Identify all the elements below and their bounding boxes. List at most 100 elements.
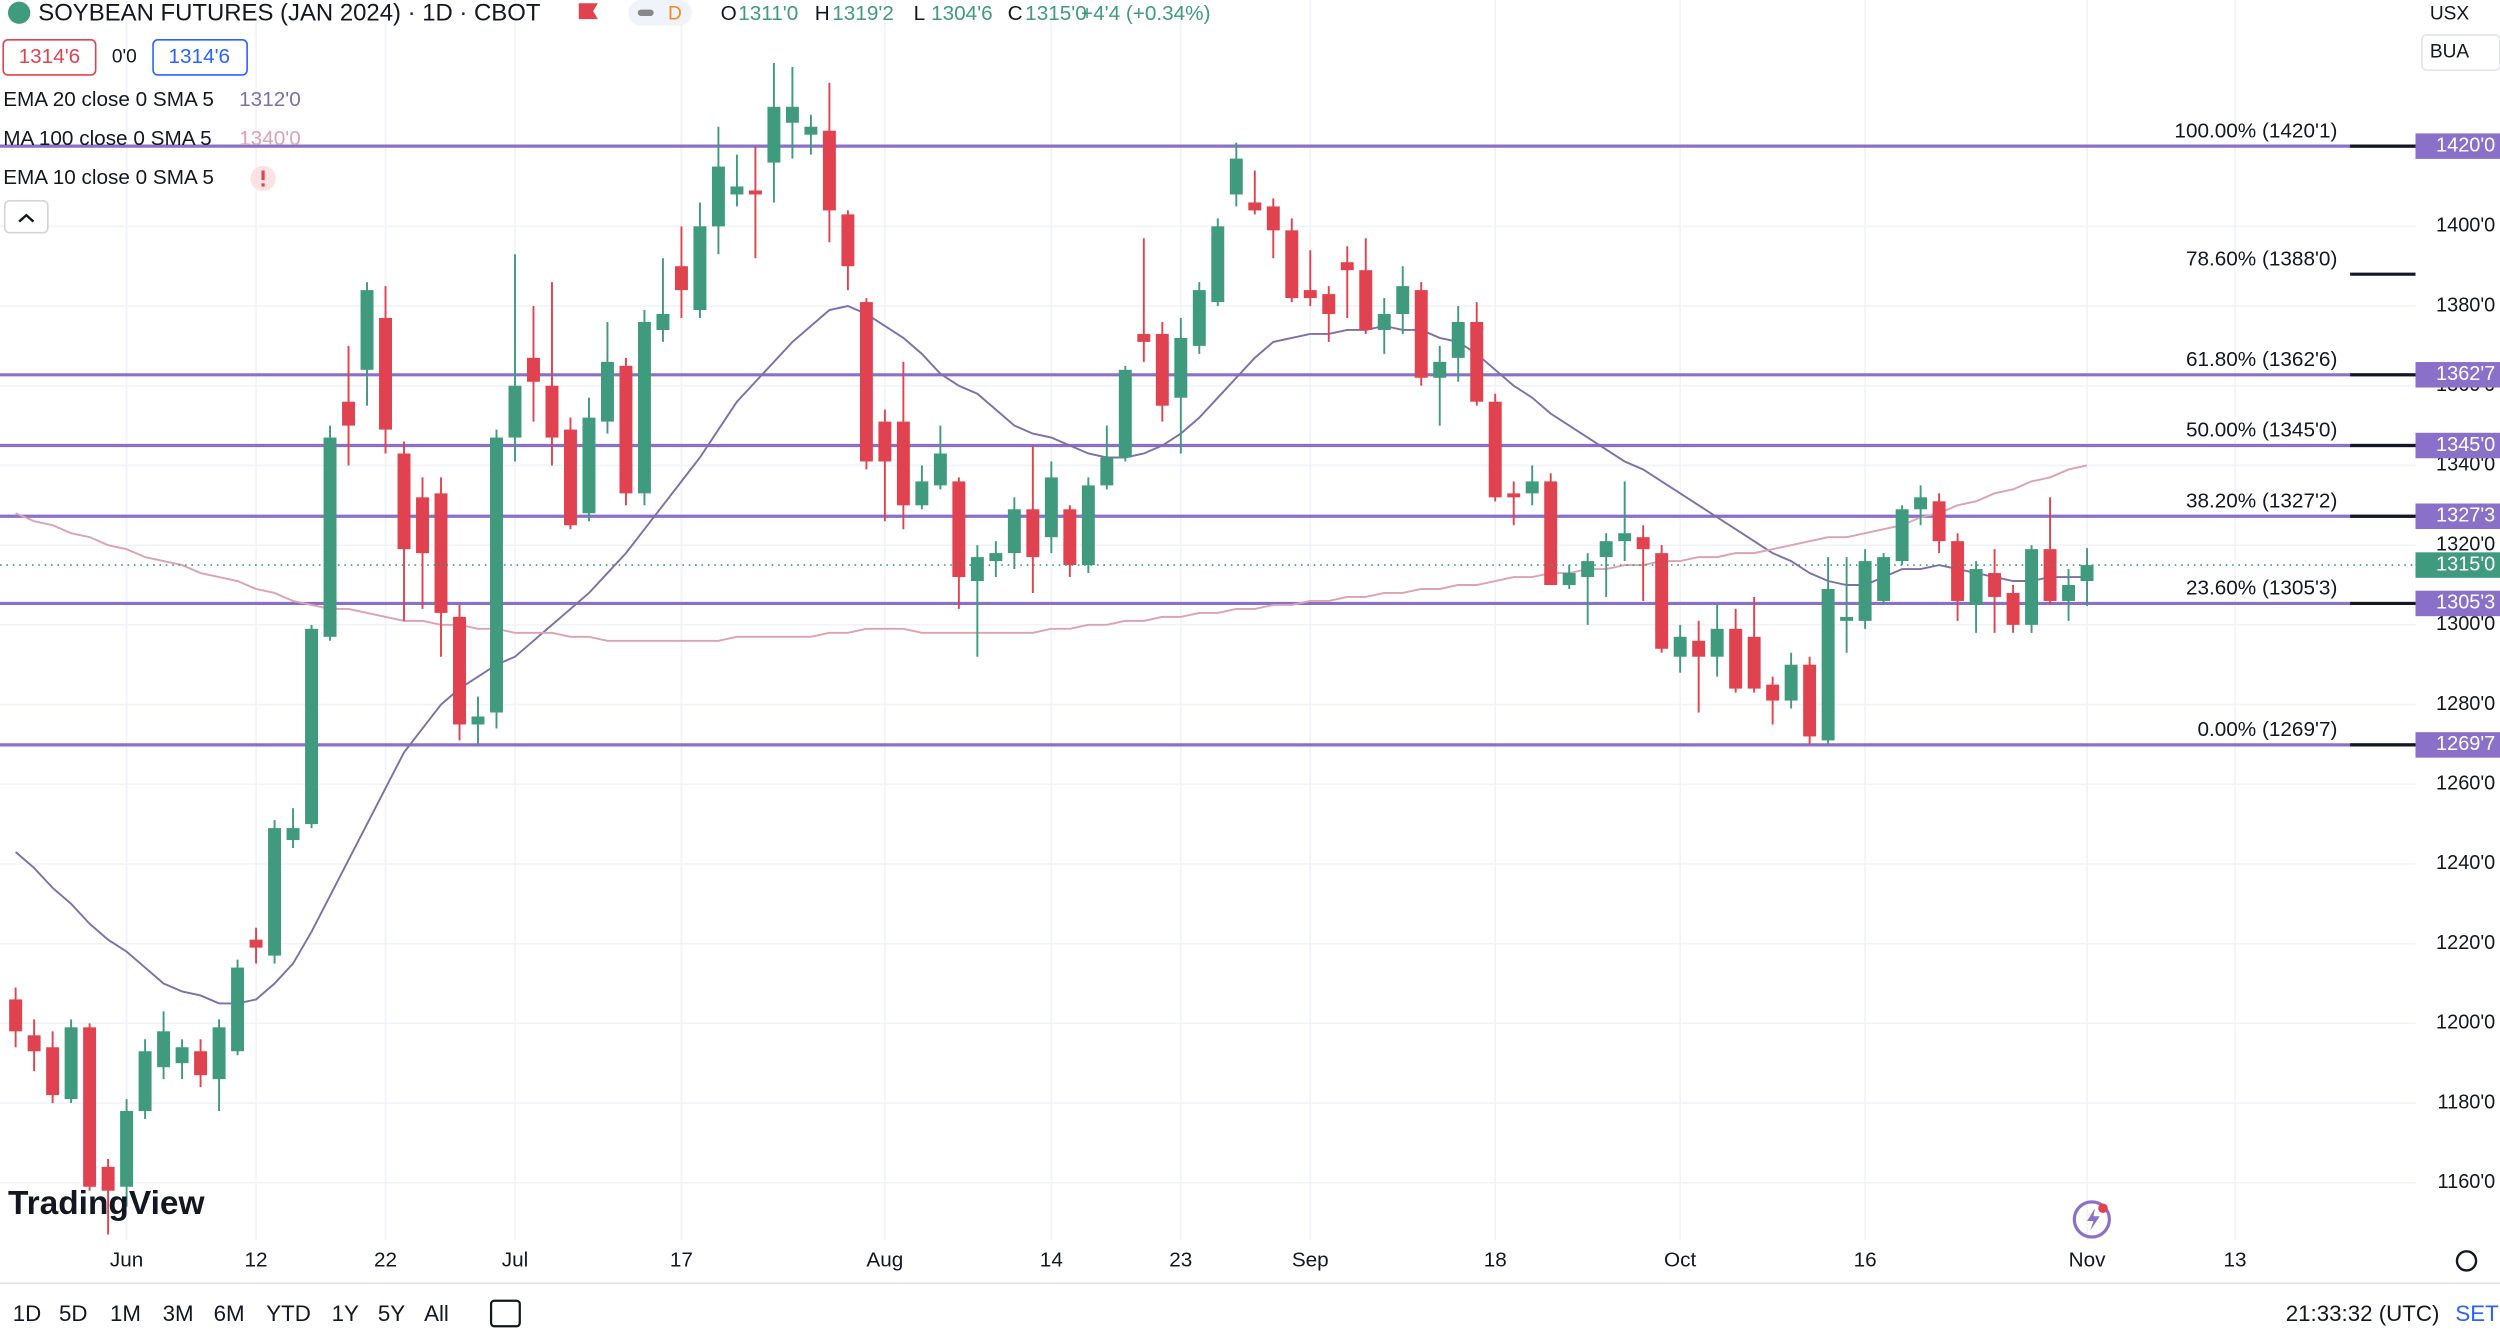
candle-body <box>1988 573 2002 597</box>
buy-box[interactable] <box>152 39 248 76</box>
candle-body <box>1784 664 1798 701</box>
candle-body <box>1747 636 1761 689</box>
price-axis[interactable] <box>2415 0 2500 1241</box>
symbol-title[interactable]: SOYBEAN FUTURES (JAN 2024) · 1D · CBOT <box>38 0 541 27</box>
fib-badge-label: 1420'0 <box>2436 134 2495 156</box>
candle-body <box>656 314 670 330</box>
fib-badge <box>2415 503 2500 530</box>
candle-body <box>453 616 466 725</box>
ohlc-value: 1315'0 <box>1025 2 1087 25</box>
lightning-button[interactable] <box>2072 1200 2111 1239</box>
fib-badge <box>2415 432 2500 459</box>
candle-body <box>1840 616 1854 621</box>
fib-badge-label: 1362'7 <box>2436 363 2495 385</box>
flag-icon[interactable] <box>578 3 598 20</box>
indicator-name[interactable]: EMA 20 close 0 SMA 5 <box>3 88 214 111</box>
y-tick-label: 1220'0 <box>2436 932 2495 954</box>
candle-body <box>2043 549 2057 601</box>
unit[interactable]: BUA <box>2430 42 2470 63</box>
candle-body <box>619 365 633 494</box>
x-tick-label: 17 <box>670 1248 693 1271</box>
sell-price[interactable]: 1314'6 <box>19 45 81 68</box>
range-button[interactable]: 3M <box>163 1301 194 1326</box>
currency[interactable]: USX <box>2430 3 2470 24</box>
candle-body <box>748 190 762 195</box>
candle-body <box>767 106 781 163</box>
settings-gear[interactable] <box>2455 1250 2478 1272</box>
candle-body <box>1544 481 1558 586</box>
notification-dot <box>2098 1203 2108 1214</box>
candle-body <box>989 553 1003 562</box>
range-button[interactable]: YTD <box>266 1301 311 1326</box>
session-button[interactable]: SET <box>2455 1301 2499 1326</box>
candle-body <box>1507 493 1521 498</box>
candle-body <box>46 1047 60 1096</box>
x-tick-label: Jun <box>110 1248 143 1271</box>
sell-box[interactable] <box>2 39 97 76</box>
fib-badge-label: 1345'0 <box>2436 434 2495 456</box>
candle-body <box>1599 541 1613 558</box>
fib-badge <box>2415 133 2500 159</box>
range-button[interactable]: 5D <box>59 1301 88 1326</box>
candle-body <box>859 302 873 462</box>
candle-body <box>1063 509 1077 566</box>
candle-body <box>545 385 559 438</box>
x-tick-label: 12 <box>245 1248 268 1271</box>
unit-box[interactable] <box>2421 34 2500 71</box>
candle-body <box>1396 286 1410 315</box>
candle-body <box>1414 290 1428 378</box>
ohlc-key: O <box>721 2 737 25</box>
x-tick-label: Jul <box>502 1248 529 1271</box>
fib-label: 100.00% (1420'1) <box>2174 119 2337 142</box>
indicator-name[interactable]: MA 100 close 0 SMA 5 <box>3 127 211 150</box>
lightning-icon <box>2087 1208 2100 1231</box>
candle-body <box>1488 401 1502 498</box>
candle-body <box>1692 640 1706 657</box>
candle-body <box>1377 314 1391 330</box>
range-button[interactable]: 1M <box>110 1301 141 1326</box>
y-tick-label: 1160'0 <box>2438 1171 2496 1193</box>
ohlc-value: 1304'6 <box>931 2 993 25</box>
range-button[interactable]: All <box>424 1301 449 1326</box>
x-tick-label: Aug <box>866 1248 903 1271</box>
candle-body <box>490 437 503 713</box>
candle-body <box>1636 537 1650 550</box>
candle-body <box>1914 497 1928 510</box>
candle-body <box>582 417 596 514</box>
ohlc-key: H <box>815 2 830 25</box>
buy-price[interactable]: 1314'6 <box>169 45 231 68</box>
y-tick-label: 1300'0 <box>2436 613 2495 635</box>
indicator-name[interactable]: EMA 10 close 0 SMA 5 <box>3 166 214 189</box>
x-tick-label: Oct <box>1664 1248 1696 1271</box>
x-tick-label: Sep <box>1292 1248 1329 1271</box>
range-button[interactable]: 5Y <box>378 1301 405 1326</box>
candle-body <box>1729 628 1743 689</box>
candle-body <box>249 939 263 948</box>
ohlc-key: C <box>1008 2 1023 25</box>
candle-body <box>1081 485 1095 566</box>
y-tick-label: 1260'0 <box>2436 773 2495 795</box>
candle-body <box>1877 557 1891 601</box>
status-icon <box>637 9 654 16</box>
calendar-icon[interactable] <box>489 1299 521 1328</box>
candle-body <box>2006 592 2020 625</box>
candle-body <box>878 421 892 462</box>
candle-body <box>730 186 744 195</box>
candle-body <box>1525 481 1539 494</box>
candle-body <box>157 1031 171 1068</box>
fib-badge <box>2415 590 2500 617</box>
range-button[interactable]: 1D <box>13 1301 42 1326</box>
candle-body <box>1562 573 1576 586</box>
status-pill[interactable] <box>628 0 692 26</box>
candle-body <box>527 357 540 382</box>
candle-body <box>83 1027 97 1187</box>
ohlc-key: L <box>914 2 926 25</box>
candle-body <box>970 557 984 582</box>
candle-body <box>9 999 23 1032</box>
x-tick-label: 23 <box>1169 1248 1192 1271</box>
range-button[interactable]: 6M <box>214 1301 245 1326</box>
range-button[interactable]: 1Y <box>332 1301 359 1326</box>
